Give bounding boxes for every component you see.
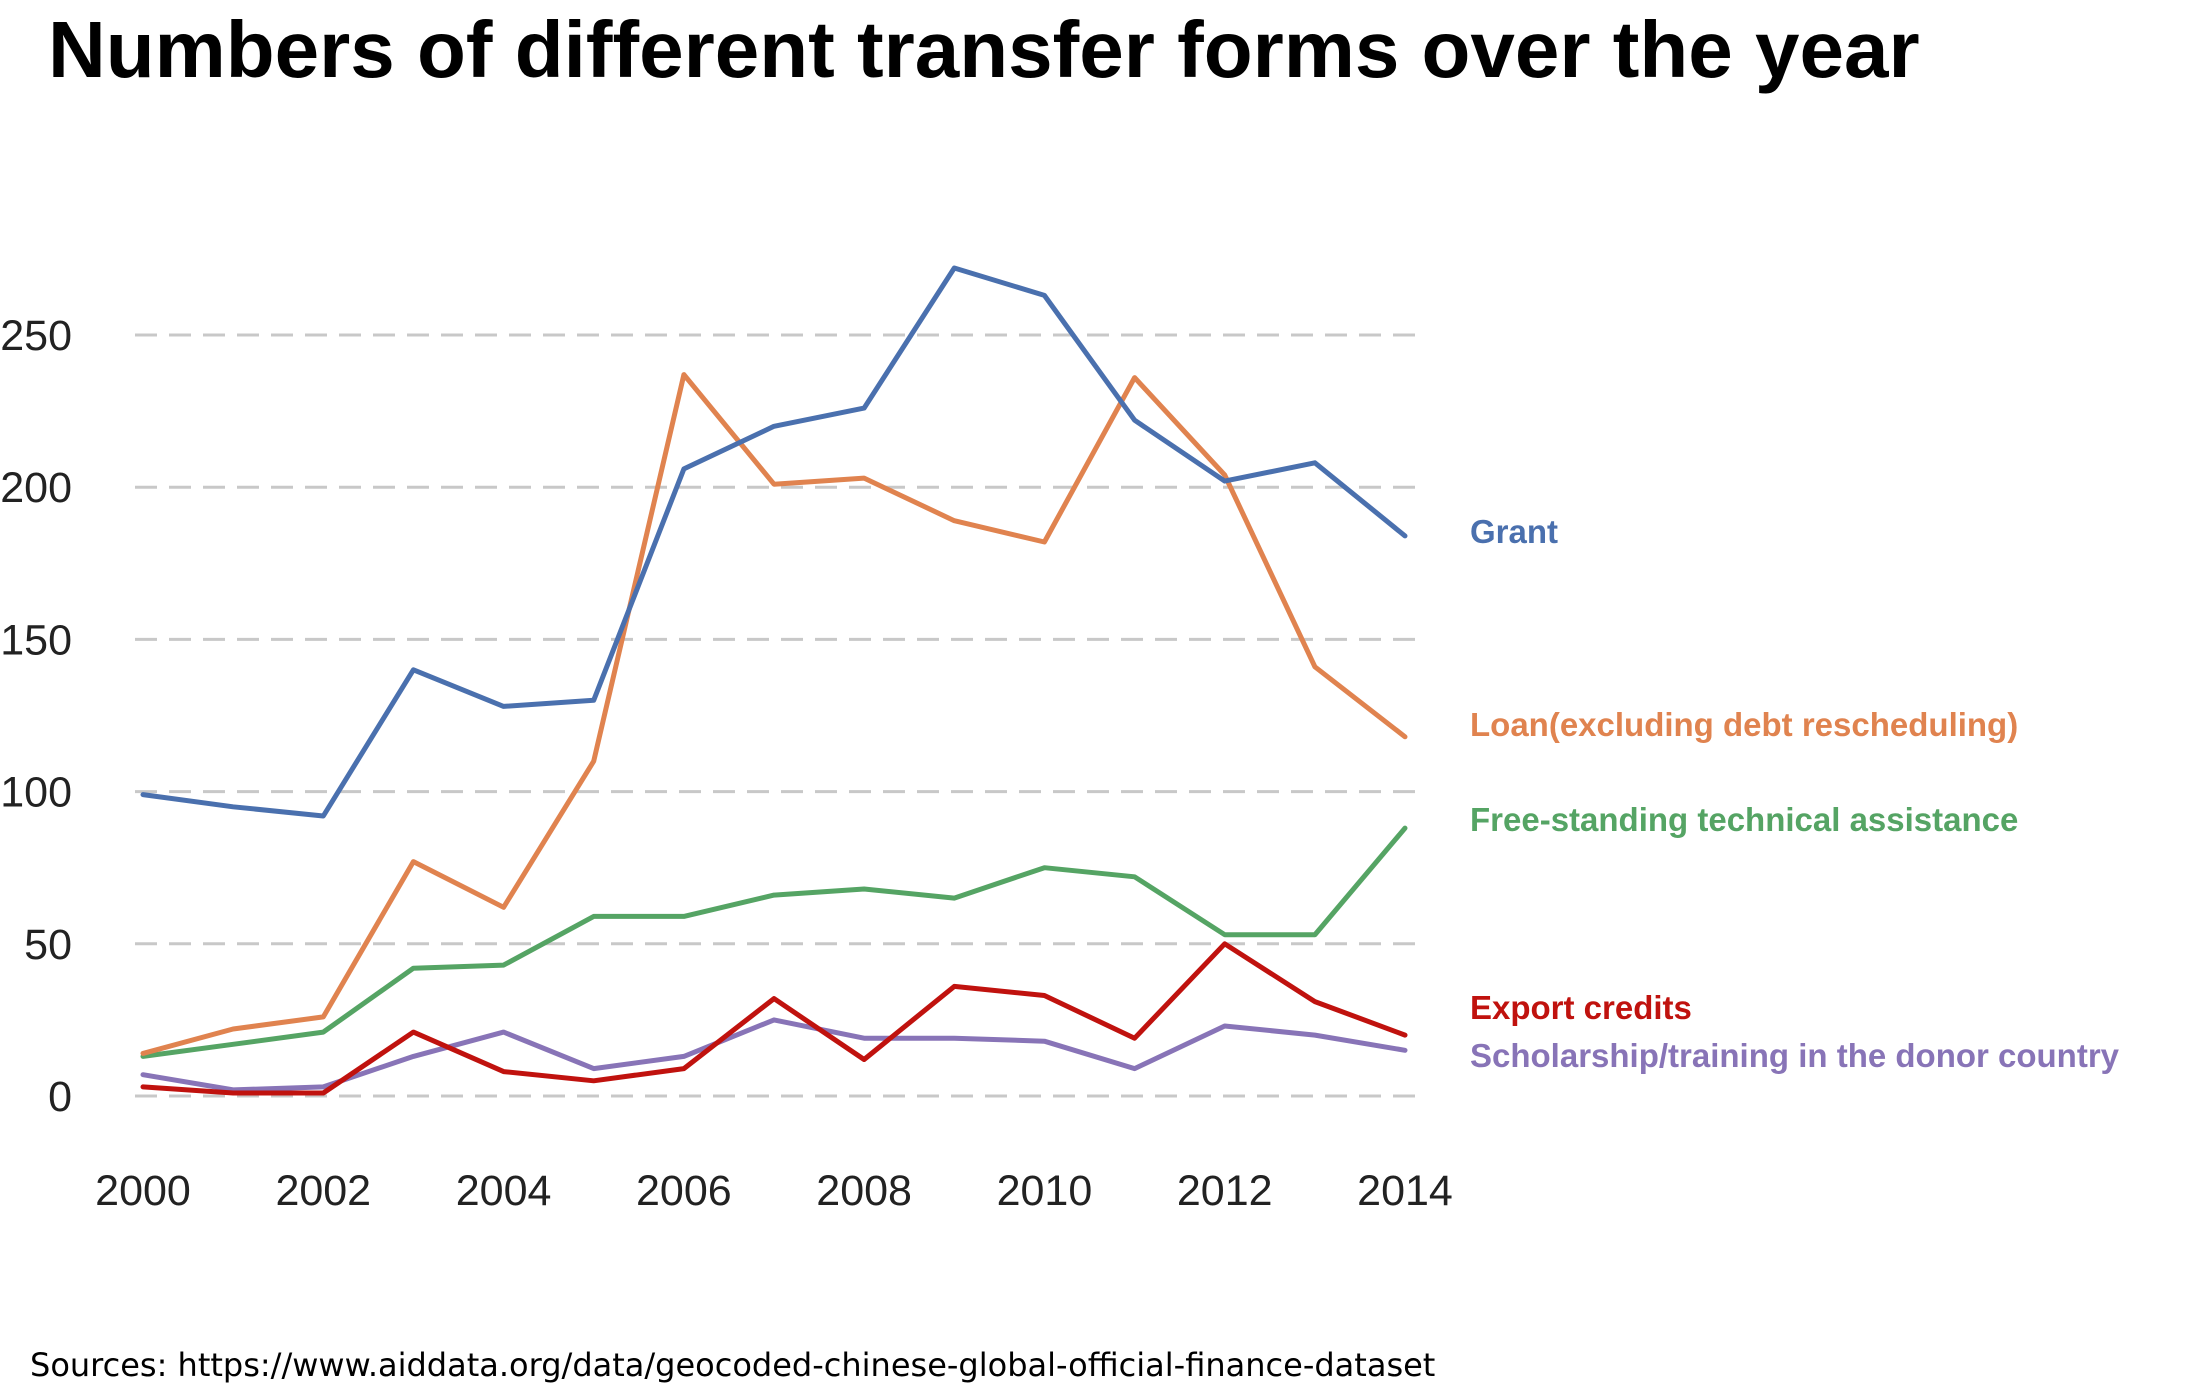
series-label-export-credits: Export credits	[1470, 989, 1692, 1026]
series-line-loan-excluding-debt-rescheduling	[140, 372, 1408, 1056]
series-lines	[140, 265, 1408, 1096]
series-labels: Grant Loan(excluding debt rescheduling) Fr…	[1470, 513, 2120, 1074]
gridlines	[135, 333, 1418, 1098]
series-line-grant	[140, 265, 1408, 819]
x-tick-label-2008: 2008	[816, 1167, 912, 1215]
series-label-grant: Grant	[1470, 513, 1558, 550]
series-line-free-standing-technical-assistance	[140, 825, 1408, 1059]
chart-title: Numbers of different transfer forms over…	[48, 5, 1920, 94]
y-tick-label-150: 150	[0, 616, 72, 664]
series-line-scholarship-training-in-the-donor-country	[140, 1017, 1408, 1093]
x-tick-label-2012: 2012	[1177, 1167, 1273, 1215]
x-tick-label-2004: 2004	[456, 1167, 552, 1215]
x-axis-ticks: 2000 2002 2004 2006 2008 2010 2012 2014	[95, 1167, 1453, 1215]
series-line-export-credits	[140, 941, 1408, 1096]
x-tick-label-2010: 2010	[997, 1167, 1093, 1215]
y-axis-ticks: 0 50 100 150 200 250	[0, 312, 72, 1121]
y-tick-label-200: 200	[0, 464, 72, 512]
source-note: Sources: https://www.aiddata.org/data/ge…	[30, 1346, 1436, 1384]
y-tick-label-250: 250	[0, 312, 72, 360]
y-tick-label-100: 100	[0, 769, 72, 817]
x-tick-label-2006: 2006	[636, 1167, 732, 1215]
x-tick-label-2002: 2002	[275, 1167, 371, 1215]
series-label-scholarship-training-in-the-donor-country: Scholarship/training in the donor countr…	[1470, 1037, 2120, 1074]
y-tick-label-0: 0	[48, 1073, 72, 1121]
y-tick-label-50: 50	[24, 921, 72, 969]
series-label-loan-excluding-debt-rescheduling: Loan(excluding debt rescheduling)	[1470, 706, 2018, 743]
series-label-free-standing-technical-assistance: Free-standing technical assistance	[1470, 801, 2018, 838]
x-tick-label-2000: 2000	[95, 1167, 191, 1215]
x-tick-label-2014: 2014	[1357, 1167, 1453, 1215]
